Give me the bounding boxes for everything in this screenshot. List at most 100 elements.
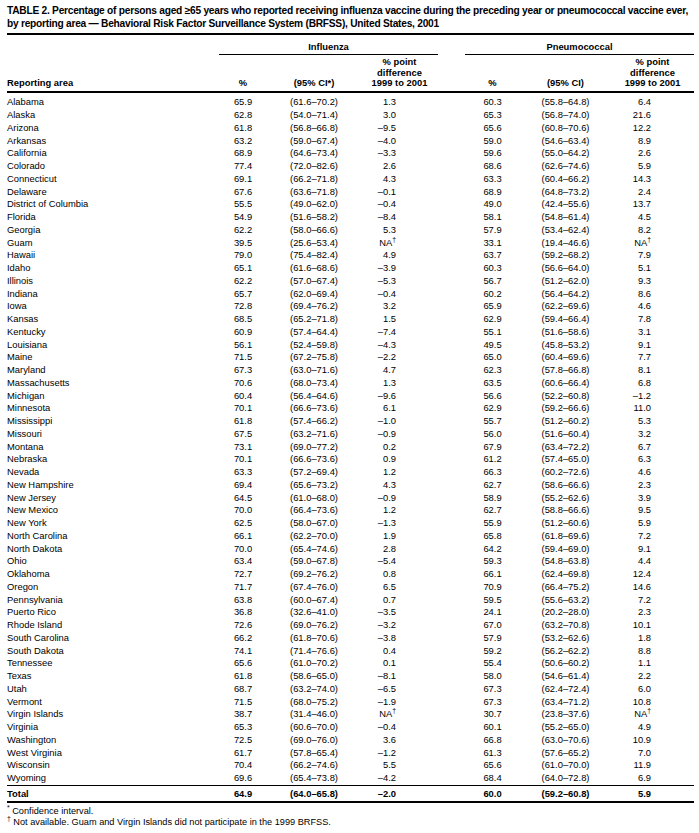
pneumococcal-pct-cell: 30.7 [465,708,520,721]
pneumococcal-diff-cell: 7.8 [611,313,694,326]
pneumococcal-pct-cell: 66.1 [465,568,520,581]
pneumococcal-diff-cell: 3.9 [611,492,694,505]
pneumococcal-pct-cell: 59.3 [465,555,520,568]
pneumococcal-diff-cell: 8.1 [611,364,694,377]
pneumococcal-pct-cell: 70.9 [465,581,520,594]
table-row: Wisconsin70.4(66.2–74.6)5.565.6(61.0–70.… [7,759,694,772]
pneumococcal-pct-cell: 65.8 [465,530,520,543]
pneumococcal-pct-cell: 55.1 [465,326,520,339]
influenza-pct-cell: 63.2 [219,135,267,148]
influenza-diff-cell: –1.9 [361,696,438,709]
pneumococcal-ci-cell: (55.2–62.6) [520,492,611,505]
influenza-diff-cell: 2.6 [361,160,438,173]
influenza-diff-cell: 3.2 [361,300,438,313]
pneumococcal-ci-cell: (55.6–63.2) [520,594,611,607]
reporting-area-cell: South Dakota [7,645,219,658]
reporting-area-cell: Louisiana [7,339,219,352]
influenza-ci-cell: (58.0–66.6) [267,224,361,237]
col-header-pneumococcal-ci: (95% CI) [520,55,611,93]
influenza-pct-cell: 56.1 [219,339,267,352]
table-row: West Virginia61.7(57.8–65.4)–1.261.3(57.… [7,747,694,760]
influenza-diff-cell: –3.8 [361,632,438,645]
pneumococcal-pct-cell: 68.6 [465,160,520,173]
table-row: North Carolina66.1(62.2–70.0)1.965.8(61.… [7,530,694,543]
influenza-diff-cell: 4.3 [361,173,438,186]
influenza-pct-cell: 65.7 [219,288,267,301]
influenza-ci-cell: (67.4–76.0) [267,581,361,594]
influenza-pct-cell: 60.9 [219,326,267,339]
table-row: Colorado77.4(72.0–82.6)2.668.6(62.6–74.6… [7,160,694,173]
column-gap [438,402,465,415]
influenza-pct-cell: 70.6 [219,377,267,390]
pneumococcal-pct-cell: 62.9 [465,313,520,326]
table-header: Influenza Pneumococcal Reporting area % … [7,34,694,92]
col-header-pneumococcal-pct: % [465,55,520,93]
pneumococcal-pct-cell: 64.2 [465,543,520,556]
pneumococcal-pct-cell: 56.7 [465,275,520,288]
influenza-ci-cell: (65.4–73.8) [267,772,361,785]
pneumococcal-pct-cell: 66.3 [465,466,520,479]
influenza-diff-cell: 6.5 [361,581,438,594]
table-row: Mississippi61.8(57.4–66.2)–1.055.7(51.2–… [7,415,694,428]
influenza-pct-cell: 65.3 [219,721,267,734]
reporting-area-cell: Washington [7,734,219,747]
pneumococcal-pct-cell: 62.9 [465,402,520,415]
reporting-area-cell: Idaho [7,262,219,275]
reporting-area-cell: Virgin Islands [7,708,219,721]
pneumococcal-ci-cell: (57.8–66.8) [520,364,611,377]
influenza-pct-cell: 79.0 [219,249,267,262]
pneumococcal-diff-cell: 6.7 [611,441,694,454]
table-row: Alaska62.8(54.0–71.4)3.065.3(56.8–74.0)2… [7,109,694,122]
influenza-diff-cell: NA† [361,237,438,250]
pneumococcal-pct-cell: 55.7 [465,415,520,428]
reporting-area-cell: Montana [7,441,219,454]
pneumococcal-ci-cell: (61.0–70.0) [520,759,611,772]
influenza-ci-cell: (66.4–73.6) [267,504,361,517]
reporting-area-cell: Florida [7,211,219,224]
influenza-diff-cell: 0.4 [361,645,438,658]
influenza-ci-cell: (62.0–69.4) [267,288,361,301]
table-row: Puerto Rico36.8(32.6–41.0)–3.524.1(20.2–… [7,606,694,619]
column-gap [438,237,465,250]
pneumococcal-pct-cell: 61.2 [465,453,520,466]
pneumococcal-diff-cell: 11.9 [611,759,694,772]
pneumococcal-pct-cell: 65.0 [465,351,520,364]
table-body: Alabama65.9(61.6–70.2)1.360.3(55.8–64.8)… [7,92,694,785]
pneumococcal-pct-cell: 61.3 [465,747,520,760]
total-pneumococcal-ci: (59.2–60.8) [520,785,611,802]
reporting-area-cell: Vermont [7,696,219,709]
table-row: Maine71.5(67.2–75.8)–2.265.0(60.4–69.6)7… [7,351,694,364]
influenza-diff-cell: –7.4 [361,326,438,339]
influenza-ci-cell: (52.4–59.8) [267,339,361,352]
column-gap [438,543,465,556]
pneumococcal-ci-cell: (60.2–72.6) [520,466,611,479]
influenza-pct-cell: 62.8 [219,109,267,122]
influenza-diff-cell: –4.2 [361,772,438,785]
pneumococcal-ci-cell: (64.8–73.2) [520,186,611,199]
influenza-diff-cell: 1.2 [361,504,438,517]
influenza-diff-cell: –0.1 [361,186,438,199]
influenza-ci-cell: (63.2–71.6) [267,428,361,441]
influenza-pct-cell: 72.5 [219,734,267,747]
column-gap [438,530,465,543]
reporting-area-cell: Texas [7,670,219,683]
pneumococcal-pct-cell: 58.1 [465,211,520,224]
pneumococcal-ci-cell: (52.2–60.8) [520,390,611,403]
column-gap [438,670,465,683]
reporting-area-cell: Wyoming [7,772,219,785]
influenza-diff-cell: 0.2 [361,441,438,454]
reporting-area-cell: Nevada [7,466,219,479]
influenza-ci-cell: (31.4–46.0) [267,708,361,721]
influenza-pct-cell: 66.2 [219,632,267,645]
pneumococcal-pct-cell: 67.9 [465,441,520,454]
influenza-ci-cell: (72.0–82.6) [267,160,361,173]
table-row: New York62.5(58.0–67.0)–1.355.9(51.2–60.… [7,517,694,530]
pneumococcal-diff-cell: 8.9 [611,135,694,148]
influenza-pct-cell: 63.3 [219,466,267,479]
influenza-pct-cell: 63.8 [219,594,267,607]
total-label: Total [7,785,219,802]
table-row: Rhode Island72.6(69.0–76.2)–3.267.0(63.2… [7,619,694,632]
influenza-pct-cell: 71.7 [219,581,267,594]
influenza-diff-cell: –5.3 [361,275,438,288]
influenza-diff-cell: –3.2 [361,619,438,632]
